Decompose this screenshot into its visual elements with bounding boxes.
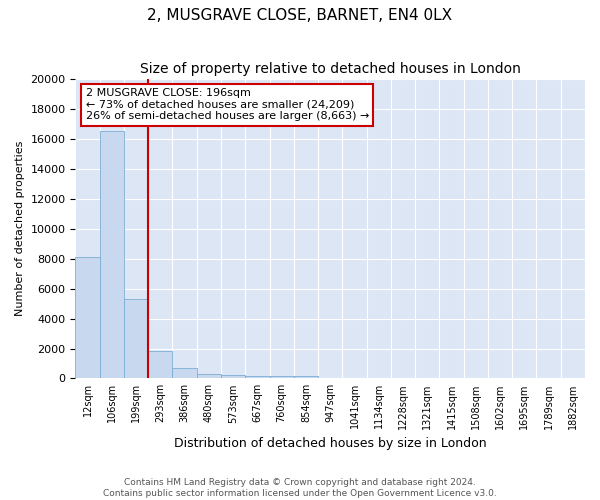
Bar — [294, 376, 318, 378]
X-axis label: Distribution of detached houses by size in London: Distribution of detached houses by size … — [174, 437, 487, 450]
Y-axis label: Number of detached properties: Number of detached properties — [15, 141, 25, 316]
Text: 2 MUSGRAVE CLOSE: 196sqm
← 73% of detached houses are smaller (24,209)
26% of se: 2 MUSGRAVE CLOSE: 196sqm ← 73% of detach… — [86, 88, 369, 121]
Bar — [197, 374, 221, 378]
Title: Size of property relative to detached houses in London: Size of property relative to detached ho… — [140, 62, 521, 76]
Bar — [221, 376, 245, 378]
Bar — [148, 351, 172, 378]
Text: Contains HM Land Registry data © Crown copyright and database right 2024.
Contai: Contains HM Land Registry data © Crown c… — [103, 478, 497, 498]
Bar — [269, 376, 294, 378]
Bar — [100, 132, 124, 378]
Bar — [124, 299, 148, 378]
Text: 2, MUSGRAVE CLOSE, BARNET, EN4 0LX: 2, MUSGRAVE CLOSE, BARNET, EN4 0LX — [148, 8, 452, 22]
Bar — [76, 257, 100, 378]
Bar — [172, 368, 197, 378]
Bar — [245, 376, 269, 378]
